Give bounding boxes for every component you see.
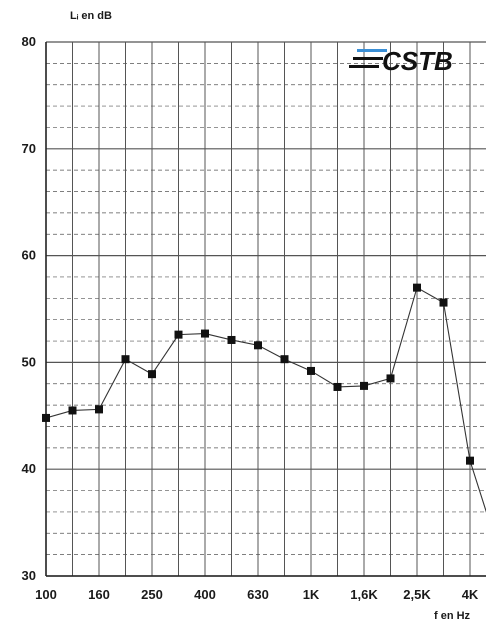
data-point [227,335,236,344]
cstb-logo: CSTB [349,46,453,76]
logo-stripe-1 [357,49,387,52]
series-line [46,286,486,513]
data-point [148,370,156,379]
y-tick-label: 30 [22,568,36,583]
x-tick-label: 400 [194,587,216,602]
data-point [439,298,448,307]
x-tick-label: 160 [88,587,110,602]
logo-text: CSTB [382,46,453,76]
x-tick-label: 630 [247,587,269,602]
series [42,283,486,513]
data-point [466,456,474,465]
x-tick-label: 250 [141,587,163,602]
data-point [121,355,130,364]
y-tick-label: 40 [22,461,36,476]
data-point [360,381,368,390]
data-point [280,355,289,364]
data-point [333,382,342,391]
logo-stripe-2 [353,57,383,60]
data-point [42,413,50,422]
data-point [174,330,183,339]
data-point [307,366,315,375]
y-axis-label: Lᵢ en dB [70,10,112,22]
data-point [254,341,262,350]
x-tick-label: 4K [462,587,479,602]
y-tick-label: 70 [22,141,36,156]
data-point [413,283,421,292]
data-point [95,405,103,414]
data-point [201,329,209,338]
x-tick-label: 1K [303,587,320,602]
y-tick-labels: 30 40 50 60 70 80 [22,34,36,583]
grid [45,41,486,577]
x-axis-label: f en Hz [434,610,471,622]
x-tick-labels: 100 160 250 400 630 1K 1,6K 2,5K 4K [35,587,479,602]
x-tick-label: 1,6K [350,587,378,602]
x-tick-label: 2,5K [403,587,431,602]
x-tick-label: 100 [35,587,57,602]
data-point [386,374,395,383]
y-tick-label: 50 [22,354,36,369]
y-tick-label: 60 [22,248,36,263]
data-point [68,406,77,415]
y-tick-label: 80 [22,34,36,49]
logo-stripe-3 [349,65,379,68]
